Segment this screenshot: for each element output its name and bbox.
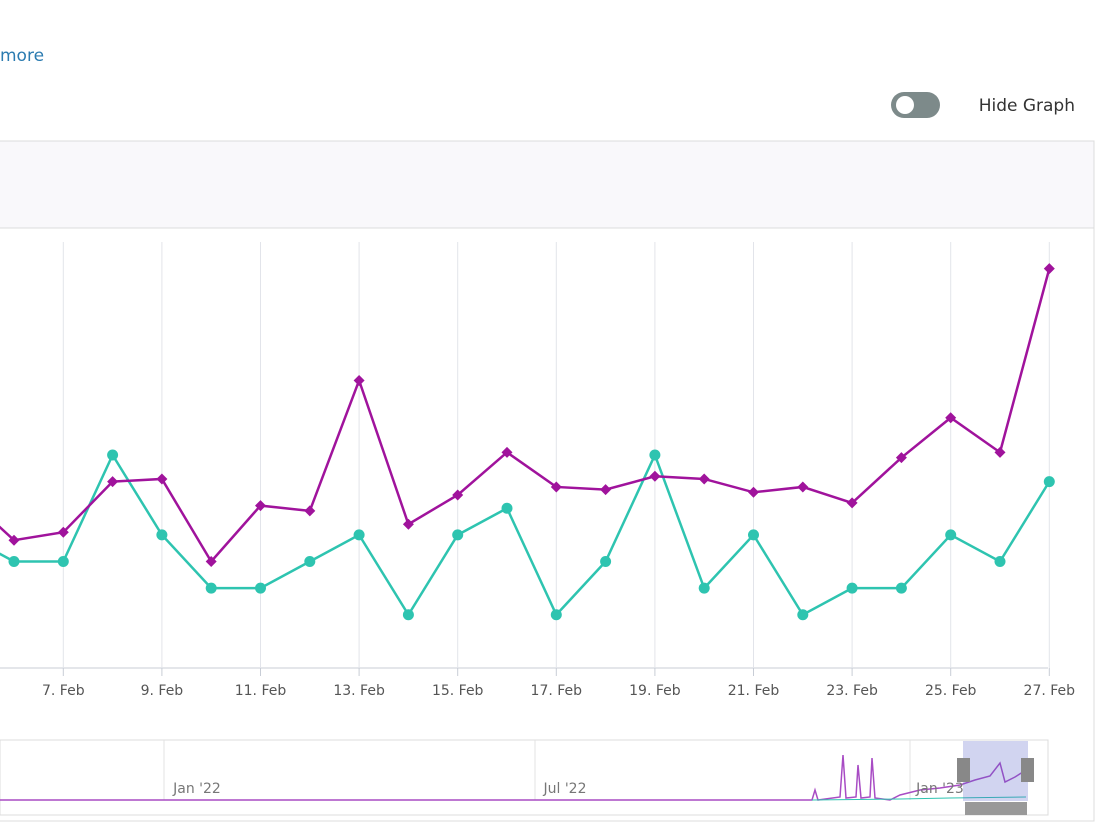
- point: [945, 529, 957, 541]
- point: [501, 446, 513, 458]
- point: [748, 486, 759, 498]
- point: [304, 505, 316, 517]
- point: [698, 473, 710, 485]
- point: [8, 534, 20, 546]
- point: [156, 529, 168, 541]
- point: [452, 529, 464, 541]
- point: [255, 500, 266, 512]
- point: [107, 449, 119, 461]
- point: [205, 556, 217, 567]
- more-link[interactable]: more: [0, 46, 44, 66]
- point: [156, 473, 168, 485]
- x-tick-label: 19. Feb: [629, 683, 681, 699]
- point: [304, 556, 316, 567]
- point: [107, 476, 119, 488]
- navigator-series: [811, 796, 1027, 801]
- point: [649, 470, 661, 482]
- navigator-series: [0, 754, 1027, 801]
- x-tick-label: 25. Feb: [925, 683, 977, 699]
- navigator-handle[interactable]: [1021, 758, 1034, 782]
- navigator-frame: [0, 739, 1049, 816]
- toggle-knob[interactable]: [896, 96, 914, 114]
- point: [846, 582, 858, 594]
- point: [994, 556, 1006, 567]
- x-tick-label: 17. Feb: [531, 683, 583, 699]
- toggle-label[interactable]: Hide Graph: [979, 96, 1075, 116]
- point: [205, 582, 217, 594]
- navigator-label: Jul '22: [542, 781, 586, 797]
- point: [402, 518, 414, 530]
- navigator: Jan '22 Jul '22 Jan '23: [0, 739, 1049, 816]
- point: [550, 481, 562, 493]
- point: [550, 609, 562, 621]
- point: [57, 556, 69, 567]
- point: [895, 582, 907, 594]
- x-tick-label: 7. Feb: [42, 683, 85, 699]
- point: [797, 481, 809, 493]
- point: [353, 374, 365, 386]
- point: [649, 449, 661, 461]
- navigator-handle[interactable]: [957, 758, 970, 782]
- point: [255, 582, 266, 594]
- point: [945, 412, 957, 424]
- x-tick-label: 11. Feb: [235, 683, 287, 699]
- x-tick-label: 23. Feb: [826, 683, 878, 699]
- point: [57, 526, 69, 538]
- navigator-label: Jan '23: [915, 781, 964, 797]
- point: [600, 484, 612, 496]
- x-tick-label: 15. Feb: [432, 683, 484, 699]
- x-tick-label: 13. Feb: [333, 683, 385, 699]
- panel-header: [0, 140, 1095, 229]
- point: [1043, 476, 1055, 488]
- navigator-selection[interactable]: [963, 741, 1028, 801]
- point: [1043, 263, 1055, 275]
- point: [600, 556, 612, 567]
- toggle[interactable]: [891, 92, 940, 118]
- point: [994, 446, 1006, 458]
- point: [698, 582, 710, 594]
- x-tick-label: 9. Feb: [141, 683, 184, 699]
- point: [797, 609, 809, 621]
- point: [846, 497, 858, 509]
- navigator-label: Jan '22: [172, 781, 221, 797]
- point: [748, 529, 759, 541]
- point: [895, 452, 907, 464]
- x-tick-label: 27. Feb: [1024, 683, 1076, 699]
- point: [402, 609, 414, 621]
- scrollbar[interactable]: [965, 802, 1027, 815]
- point: [501, 502, 513, 514]
- point: [8, 556, 20, 567]
- point: [452, 489, 464, 501]
- point: [353, 529, 365, 541]
- x-tick-label: 21. Feb: [728, 683, 780, 699]
